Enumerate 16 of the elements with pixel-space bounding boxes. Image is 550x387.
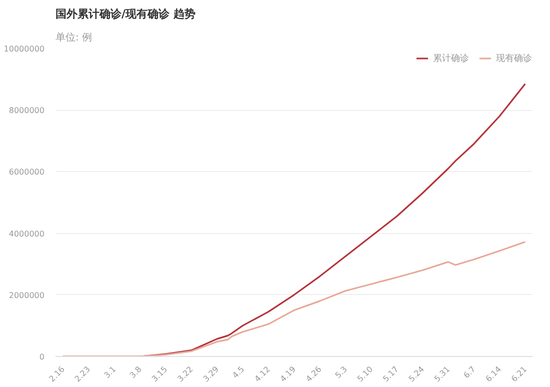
x-tick-label: 6.7 — [462, 364, 478, 380]
y-tick-label: 8000000 — [8, 106, 45, 116]
legend-label: 累计确诊 — [433, 52, 469, 64]
x-tick-label: 5.3 — [334, 364, 349, 380]
y-tick-label: 4000000 — [8, 229, 45, 238]
x-tick-label: 4.5 — [230, 364, 246, 380]
x-tick-label: 3.1 — [102, 364, 118, 380]
line-series — [62, 241, 526, 356]
y-tick-label: 2000000 — [8, 290, 45, 300]
x-tick-label: 3.8 — [128, 364, 144, 380]
y-tick-label: 6000000 — [8, 168, 45, 177]
y-tick-label: 0 — [39, 352, 45, 362]
legend-label: 现有确诊 — [496, 52, 532, 64]
chart-title: 国外累计确诊/现有确诊 趋势 — [56, 8, 196, 20]
y-tick-label: 10000000 — [4, 44, 44, 54]
chart-subtitle: 单位: 例 — [56, 32, 92, 44]
